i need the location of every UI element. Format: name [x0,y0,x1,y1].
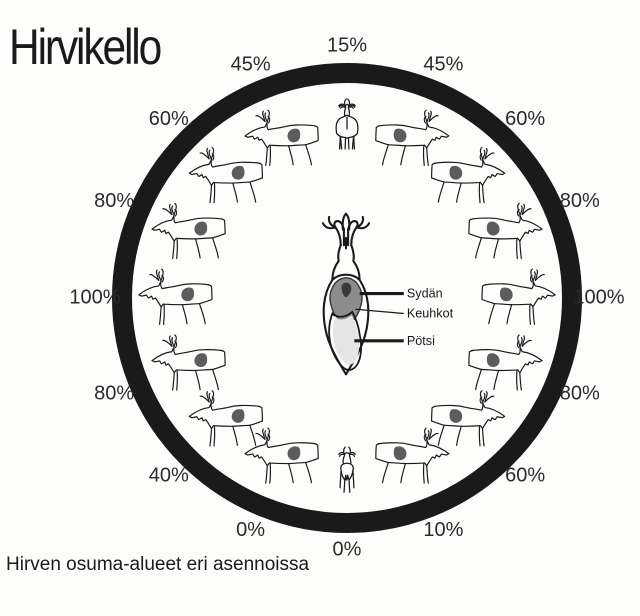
svg-text:45%: 45% [231,53,271,75]
svg-text:15%: 15% [327,34,367,56]
svg-text:Sydän: Sydän [407,287,443,301]
svg-text:10%: 10% [423,519,463,541]
svg-text:0%: 0% [236,519,265,541]
svg-text:100%: 100% [69,286,120,308]
svg-text:100%: 100% [573,286,624,308]
svg-text:80%: 80% [94,383,134,405]
svg-text:60%: 60% [505,464,545,486]
svg-text:60%: 60% [505,108,545,130]
svg-text:Keuhkot: Keuhkot [407,307,454,321]
svg-text:0%: 0% [333,538,362,560]
svg-text:80%: 80% [560,383,600,405]
svg-text:Pötsi: Pötsi [407,334,435,348]
svg-text:40%: 40% [149,464,189,486]
svg-text:45%: 45% [423,53,463,75]
svg-text:80%: 80% [560,190,600,212]
svg-text:80%: 80% [94,190,134,212]
svg-text:60%: 60% [149,108,189,130]
